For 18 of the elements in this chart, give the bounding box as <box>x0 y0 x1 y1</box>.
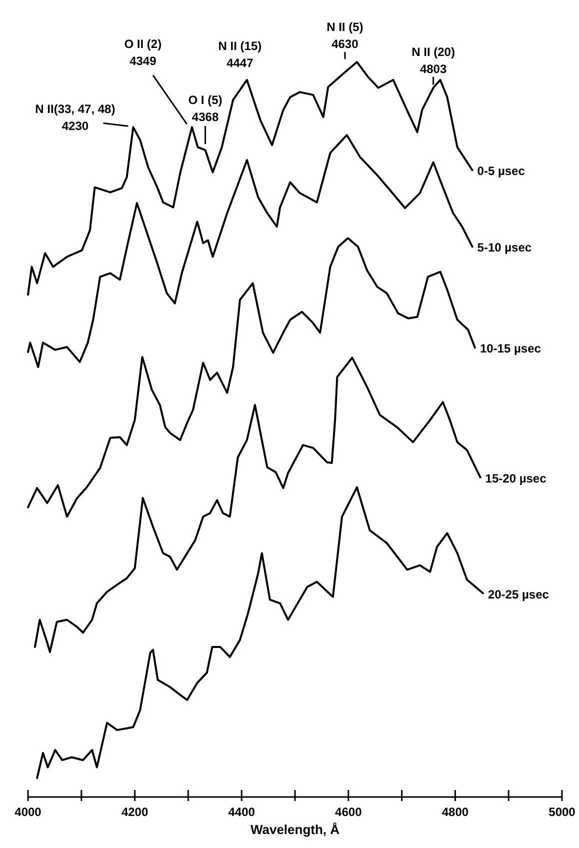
annotation: N II (15) 4447 <box>218 38 262 70</box>
annotation: N II (20) 4803 <box>412 44 455 76</box>
series-label: 15-20 µsec <box>485 471 547 486</box>
annotation: N II(33, 47, 48) 4230 <box>35 102 116 134</box>
annotation: N II (5) 4630 <box>326 20 364 51</box>
series-label: 5-10 µsec <box>477 240 532 255</box>
x-tick-label: 4600 <box>335 805 362 819</box>
x-tick-label: 4200 <box>121 805 148 819</box>
series-label: 0-5 µsec <box>477 164 526 178</box>
annotation: O II (2) 4349 <box>124 37 162 68</box>
annotation: O I (5) 4368 <box>188 93 222 124</box>
series-label: 20-25 µsec <box>488 587 550 602</box>
series-label: 10-15 µsec <box>480 342 542 356</box>
x-tick-label: 4000 <box>14 805 42 819</box>
x-tick-label: 4400 <box>228 805 256 819</box>
x-axis-title: Wavelength, Å <box>250 822 340 837</box>
x-tick-label: 4800 <box>442 805 469 819</box>
x-tick-label: 5000 <box>548 805 576 819</box>
